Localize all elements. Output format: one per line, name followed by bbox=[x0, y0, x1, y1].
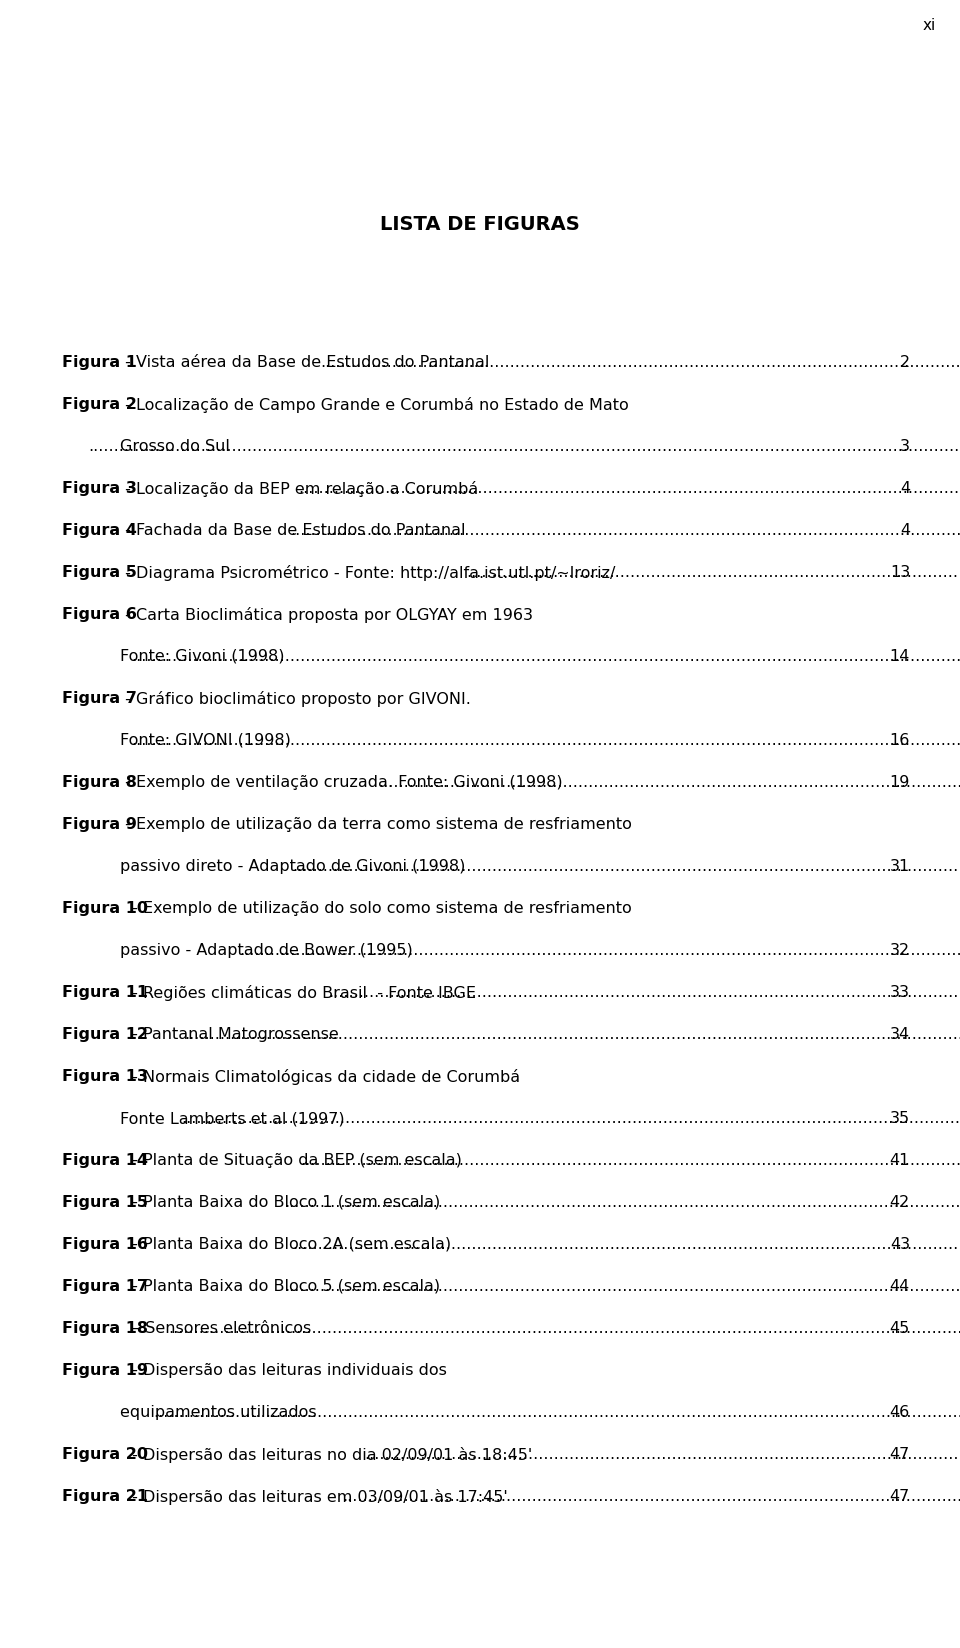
Text: Figura 10: Figura 10 bbox=[62, 900, 148, 915]
Text: ................................................................................: ........................................… bbox=[290, 522, 960, 537]
Text: - Exemplo de utilização da terra como sistema de resfriamento: - Exemplo de utilização da terra como si… bbox=[120, 816, 632, 832]
Text: 47: 47 bbox=[890, 1488, 910, 1503]
Text: equipamentos utilizados: equipamentos utilizados bbox=[120, 1404, 317, 1419]
Text: ................................................................................: ........................................… bbox=[467, 565, 958, 580]
Text: Figura 2: Figura 2 bbox=[62, 397, 137, 412]
Text: - Dispersão das leituras em 03/09/01 às 17:45': - Dispersão das leituras em 03/09/01 às … bbox=[127, 1488, 513, 1505]
Text: ................................................................................: ........................................… bbox=[168, 1320, 960, 1335]
Text: - Gráfico bioclimático proposto por GIVONI.: - Gráfico bioclimático proposto por GIVO… bbox=[120, 691, 470, 707]
Text: ................................................................................: ........................................… bbox=[240, 943, 960, 957]
Text: ................................................................................: ........................................… bbox=[300, 1152, 960, 1167]
Text: Figura 18: Figura 18 bbox=[62, 1320, 148, 1335]
Text: ................................................................................: ........................................… bbox=[154, 1404, 960, 1419]
Text: ................................................................................: ........................................… bbox=[365, 1447, 960, 1462]
Text: - Fachada da Base de Estudos do Pantanal: - Fachada da Base de Estudos do Pantanal bbox=[120, 522, 470, 537]
Text: ................................................................................: ........................................… bbox=[377, 775, 960, 789]
Text: - Planta de Situação da BEP (sem escala): - Planta de Situação da BEP (sem escala) bbox=[127, 1152, 467, 1167]
Text: 46: 46 bbox=[890, 1404, 910, 1419]
Text: Figura 3: Figura 3 bbox=[62, 481, 137, 496]
Text: - Exemplo de utilização do solo como sistema de resfriamento: - Exemplo de utilização do solo como sis… bbox=[127, 900, 632, 915]
Text: 47: 47 bbox=[890, 1447, 910, 1462]
Text: ................................................................................: ........................................… bbox=[292, 859, 960, 873]
Text: – Sensores eletrônicos: – Sensores eletrônicos bbox=[127, 1320, 316, 1335]
Text: Figura 1: Figura 1 bbox=[62, 354, 137, 369]
Text: 43: 43 bbox=[890, 1236, 910, 1251]
Text: ................................................................................: ........................................… bbox=[284, 1195, 960, 1210]
Text: 3: 3 bbox=[900, 438, 910, 453]
Text: - Planta Baixa do Bloco 1 (sem escala): - Planta Baixa do Bloco 1 (sem escala) bbox=[127, 1195, 445, 1210]
Text: - Pantanal Matogrossense: - Pantanal Matogrossense bbox=[127, 1027, 344, 1042]
Text: - Exemplo de ventilação cruzada. Fonte: Givoni (1998): - Exemplo de ventilação cruzada. Fonte: … bbox=[120, 775, 563, 789]
Text: Figura 4: Figura 4 bbox=[62, 522, 137, 537]
Text: ................................................................................: ........................................… bbox=[298, 481, 960, 496]
Text: Grosso do Sul: Grosso do Sul bbox=[120, 438, 235, 453]
Text: Figura 8: Figura 8 bbox=[62, 775, 137, 789]
Text: 14: 14 bbox=[890, 649, 910, 664]
Text: Fonte: Givoni (1998): Fonte: Givoni (1998) bbox=[120, 649, 284, 664]
Text: Figura 11: Figura 11 bbox=[62, 984, 148, 999]
Text: Fonte Lamberts et al (1997): Fonte Lamberts et al (1997) bbox=[120, 1111, 345, 1126]
Text: ................................................................................: ........................................… bbox=[181, 1111, 960, 1126]
Text: Fonte: GIVONI (1998): Fonte: GIVONI (1998) bbox=[120, 733, 291, 748]
Text: 33: 33 bbox=[890, 984, 910, 999]
Text: Figura 19: Figura 19 bbox=[62, 1363, 148, 1378]
Text: Figura 5: Figura 5 bbox=[62, 565, 137, 580]
Text: - Carta Bioclimática proposta por OLGYAY em 1963: - Carta Bioclimática proposta por OLGYAY… bbox=[120, 606, 533, 623]
Text: 4: 4 bbox=[900, 522, 910, 537]
Text: ................................................................................: ........................................… bbox=[321, 354, 960, 369]
Text: - Dispersão das leituras individuais dos: - Dispersão das leituras individuais dos bbox=[127, 1363, 446, 1378]
Text: Figura 14: Figura 14 bbox=[62, 1152, 148, 1167]
Text: 45: 45 bbox=[890, 1320, 910, 1335]
Text: passivo - Adaptado de Bower (1995): passivo - Adaptado de Bower (1995) bbox=[120, 943, 418, 957]
Text: 32: 32 bbox=[890, 943, 910, 957]
Text: Figura 20: Figura 20 bbox=[62, 1447, 148, 1462]
Text: 31: 31 bbox=[890, 859, 910, 873]
Text: 42: 42 bbox=[890, 1195, 910, 1210]
Text: - Regiões climáticas do Brasil  - Fonte IBGE: - Regiões climáticas do Brasil - Fonte I… bbox=[127, 984, 481, 1000]
Text: LISTA DE FIGURAS: LISTA DE FIGURAS bbox=[380, 214, 580, 234]
Text: Figura 21: Figura 21 bbox=[62, 1488, 148, 1503]
Text: Figura 9: Figura 9 bbox=[62, 816, 137, 832]
Text: 4: 4 bbox=[900, 481, 910, 496]
Text: - Diagrama Psicrométrico - Fonte: http://alfa.ist.utl.pt/~lroriz/: - Diagrama Psicrométrico - Fonte: http:/… bbox=[120, 565, 615, 580]
Text: 35: 35 bbox=[890, 1111, 910, 1126]
Text: Figura 7: Figura 7 bbox=[62, 691, 137, 705]
Text: ................................................................................: ........................................… bbox=[284, 1279, 960, 1294]
Text: - Dispersão das leituras no dia 02/09/01 às 18:45': - Dispersão das leituras no dia 02/09/01… bbox=[127, 1447, 532, 1462]
Text: passivo direto - Adaptado de Givoni (1998): passivo direto - Adaptado de Givoni (199… bbox=[120, 859, 466, 873]
Text: 41: 41 bbox=[890, 1152, 910, 1167]
Text: ................................................................................: ........................................… bbox=[132, 649, 960, 664]
Text: - Vista aérea da Base de Estudos do Pantanal: - Vista aérea da Base de Estudos do Pant… bbox=[120, 354, 494, 369]
Text: - Localização da BEP em relação a Corumbá: - Localização da BEP em relação a Corumb… bbox=[120, 481, 483, 496]
Text: Figura 6: Figura 6 bbox=[62, 606, 137, 621]
Text: 34: 34 bbox=[890, 1027, 910, 1042]
Text: - Normais Climatológicas da cidade de Corumbá: - Normais Climatológicas da cidade de Co… bbox=[127, 1068, 520, 1084]
Text: ................................................................................: ........................................… bbox=[184, 1027, 960, 1042]
Text: 19: 19 bbox=[890, 775, 910, 789]
Text: ................................................................................: ........................................… bbox=[328, 984, 960, 999]
Text: ................................................................................: ........................................… bbox=[293, 1236, 960, 1251]
Text: Figura 12: Figura 12 bbox=[62, 1027, 148, 1042]
Text: - Planta Baixa do Bloco 5 (sem escala): - Planta Baixa do Bloco 5 (sem escala) bbox=[127, 1279, 445, 1294]
Text: Figura 16: Figura 16 bbox=[62, 1236, 148, 1251]
Text: ................................................................................: ........................................… bbox=[88, 438, 960, 453]
Text: Figura 13: Figura 13 bbox=[62, 1068, 148, 1083]
Text: ................................................................................: ........................................… bbox=[132, 733, 960, 748]
Text: 13: 13 bbox=[890, 565, 910, 580]
Text: 44: 44 bbox=[890, 1279, 910, 1294]
Text: 16: 16 bbox=[890, 733, 910, 748]
Text: - Localização de Campo Grande e Corumbá no Estado de Mato: - Localização de Campo Grande e Corumbá … bbox=[120, 397, 629, 412]
Text: Figura 15: Figura 15 bbox=[62, 1195, 148, 1210]
Text: Figura 17: Figura 17 bbox=[62, 1279, 148, 1294]
Text: - Planta Baixa do Bloco 2A (sem escala): - Planta Baixa do Bloco 2A (sem escala) bbox=[127, 1236, 456, 1251]
Text: ................................................................................: ........................................… bbox=[343, 1488, 960, 1503]
Text: xi: xi bbox=[923, 18, 936, 33]
Text: 2: 2 bbox=[900, 354, 910, 369]
